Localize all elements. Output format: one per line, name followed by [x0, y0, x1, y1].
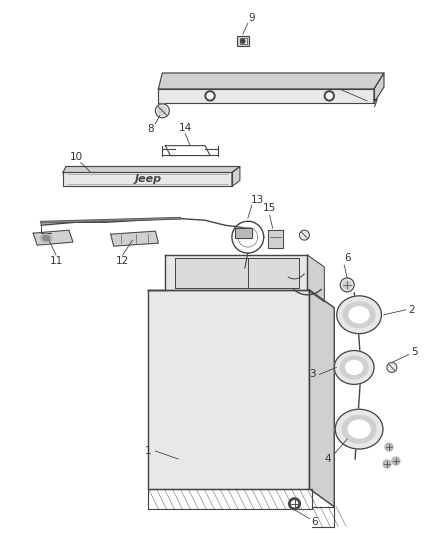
Polygon shape [235, 228, 252, 238]
Circle shape [159, 107, 166, 115]
Circle shape [241, 39, 245, 43]
Polygon shape [307, 255, 324, 302]
Circle shape [205, 91, 215, 101]
Text: 3: 3 [309, 369, 316, 379]
Text: 11: 11 [49, 256, 63, 266]
Text: 14: 14 [179, 123, 192, 133]
Text: 15: 15 [263, 203, 276, 213]
Circle shape [292, 501, 297, 507]
Ellipse shape [334, 351, 374, 384]
Text: 2: 2 [409, 305, 415, 315]
Circle shape [387, 362, 397, 373]
Ellipse shape [342, 415, 376, 443]
Polygon shape [232, 166, 240, 187]
Circle shape [383, 460, 391, 468]
Ellipse shape [349, 307, 369, 322]
Circle shape [207, 93, 213, 99]
Circle shape [289, 498, 300, 510]
Ellipse shape [346, 360, 363, 375]
Circle shape [392, 457, 400, 465]
Circle shape [290, 499, 300, 508]
FancyBboxPatch shape [237, 36, 249, 46]
Polygon shape [309, 290, 334, 507]
Polygon shape [159, 89, 374, 103]
Polygon shape [63, 173, 232, 187]
Ellipse shape [42, 236, 49, 240]
Circle shape [340, 278, 354, 292]
Circle shape [300, 230, 309, 240]
Polygon shape [148, 290, 309, 489]
Polygon shape [63, 166, 240, 173]
Polygon shape [374, 73, 384, 103]
Text: 6: 6 [311, 516, 318, 527]
Text: 7: 7 [371, 99, 377, 109]
Text: 1: 1 [145, 446, 152, 456]
Text: 10: 10 [69, 151, 82, 161]
Text: 5: 5 [411, 346, 418, 357]
Circle shape [155, 104, 170, 118]
Text: 4: 4 [324, 454, 331, 464]
Polygon shape [268, 230, 283, 248]
Circle shape [292, 501, 297, 507]
Text: 6: 6 [344, 253, 350, 263]
Polygon shape [33, 230, 73, 245]
Text: 9: 9 [248, 13, 255, 23]
Text: 8: 8 [147, 124, 154, 134]
Text: Jeep: Jeep [135, 174, 162, 184]
Ellipse shape [340, 356, 368, 379]
FancyBboxPatch shape [240, 38, 247, 44]
Ellipse shape [337, 296, 381, 334]
Circle shape [385, 443, 393, 451]
Polygon shape [159, 73, 384, 89]
Polygon shape [165, 255, 307, 290]
Ellipse shape [343, 302, 375, 328]
Ellipse shape [348, 420, 370, 438]
Circle shape [343, 281, 351, 289]
Circle shape [324, 91, 334, 101]
Text: 12: 12 [116, 256, 129, 266]
Ellipse shape [40, 234, 52, 242]
Ellipse shape [335, 409, 383, 449]
Text: 13: 13 [251, 196, 265, 205]
Polygon shape [111, 231, 159, 246]
Circle shape [326, 93, 332, 99]
Polygon shape [175, 258, 300, 288]
